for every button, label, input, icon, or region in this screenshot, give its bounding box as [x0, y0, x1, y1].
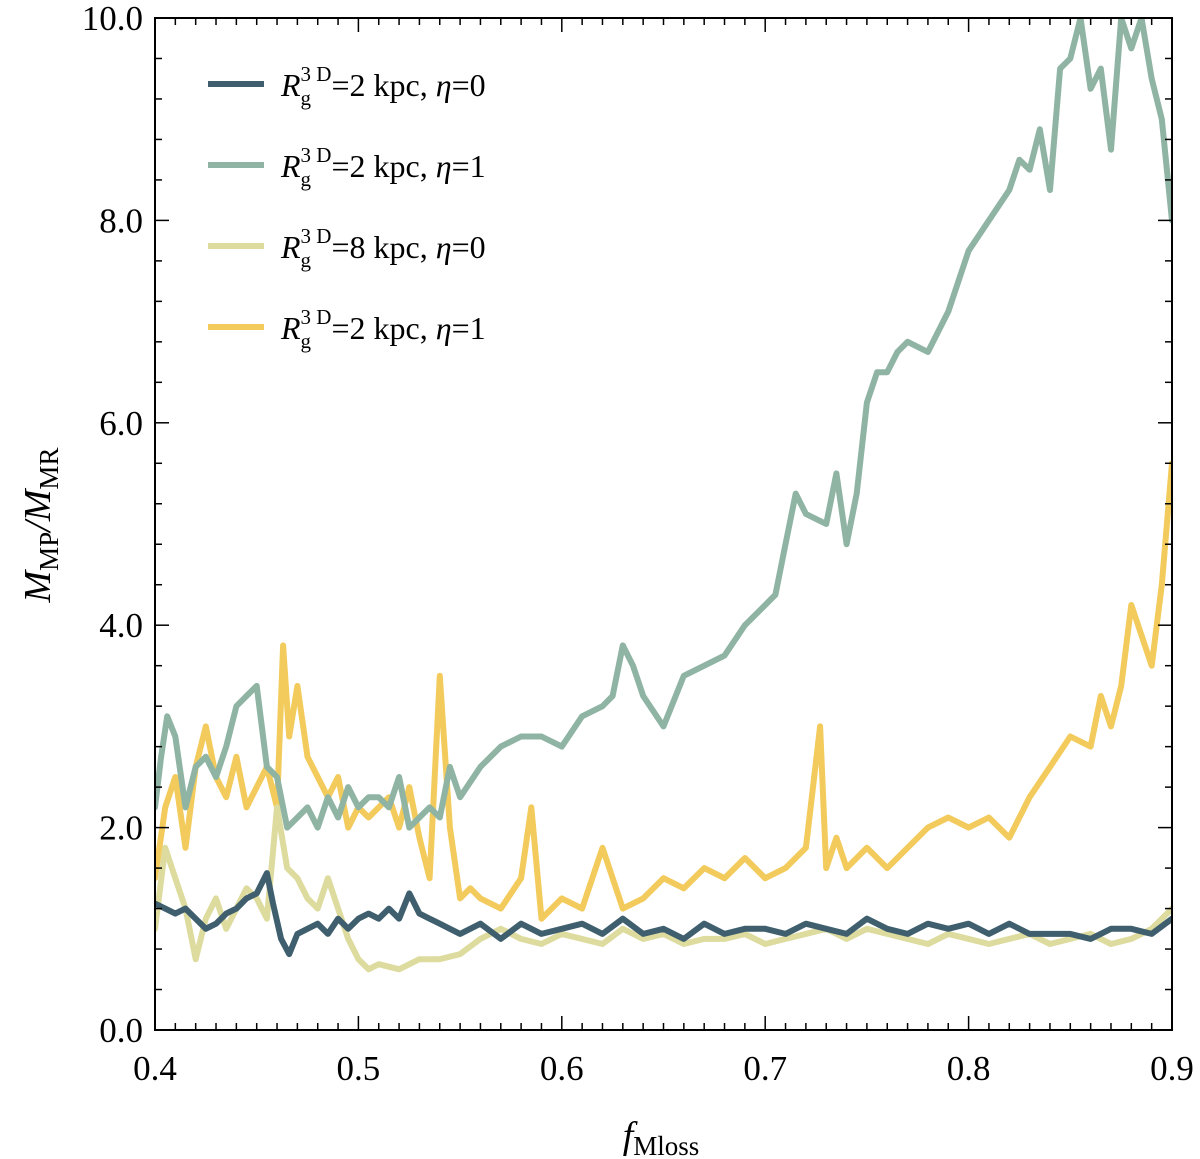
x-axis-label: fMloss [623, 1115, 700, 1159]
tick-layer [154, 17, 1173, 1031]
legend: Rg3 D=2 kpc, η=0 Rg3 D=2 kpc, η=1 Rg3 D=8 … [208, 62, 486, 353]
x-tick-label: 0.4 [133, 1049, 177, 1088]
y-tick-label: 0.0 [99, 1011, 143, 1050]
y-label-numerator: M [17, 568, 59, 603]
x-tick-label: 0.5 [337, 1049, 381, 1088]
x-tick-label: 0.9 [1150, 1049, 1194, 1088]
legend-label-4: Rg3 D=2 kpc, η=1 [280, 305, 486, 353]
x-tick-label: 0.7 [743, 1049, 787, 1088]
y-label-denominator: M [17, 487, 59, 522]
x-tick-label: 0.8 [947, 1049, 991, 1088]
y-tick-label: 10.0 [82, 0, 143, 38]
y-tick-label: 4.0 [99, 606, 143, 645]
series-layer [155, 18, 1172, 973]
series-line-1 [155, 870, 1172, 958]
y-tick-label: 6.0 [99, 404, 143, 443]
series-line-2 [155, 18, 1172, 831]
x-tick-label: 0.6 [540, 1049, 584, 1088]
legend-label-2: Rg3 D=2 kpc, η=1 [280, 143, 486, 191]
series-line-4 [155, 460, 1172, 922]
y-axis-label: MMP/MMR [17, 448, 64, 604]
legend-label-3: Rg3 D=8 kpc, η=0 [280, 224, 486, 272]
tick-labels: 0.4 0.5 0.6 0.7 0.8 0.9 0.0 2.0 4.0 6.0 8.0 10.0 [82, 0, 1194, 1088]
y-tick-label: 8.0 [99, 201, 143, 240]
series-line-3 [155, 804, 1172, 973]
legend-label-1: Rg3 D=2 kpc, η=0 [280, 62, 486, 110]
y-tick-label: 2.0 [99, 809, 143, 848]
